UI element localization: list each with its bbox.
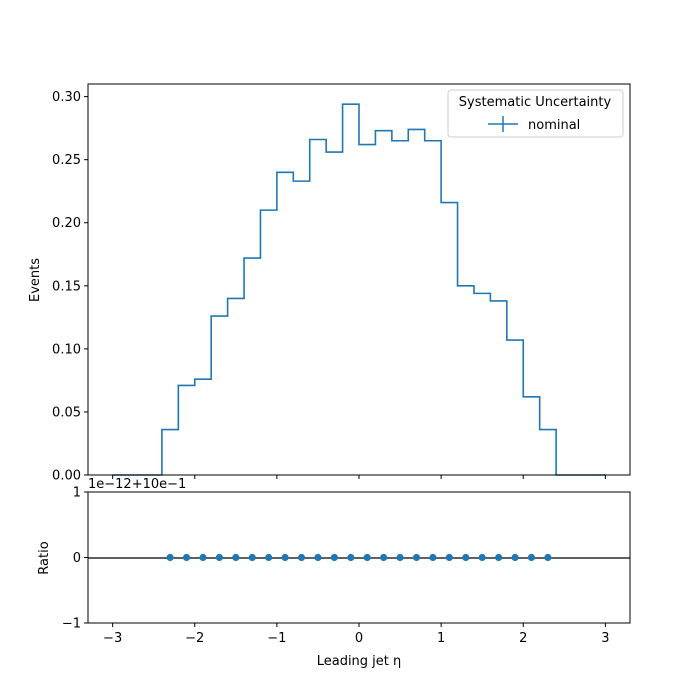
ratio-point	[182, 553, 191, 562]
ratio-point	[347, 553, 355, 562]
ratio-point	[445, 553, 453, 562]
ratio-point	[265, 553, 273, 562]
main-y-tick-label: 0.20	[52, 216, 81, 231]
ratio-y-axis-title: Ratio	[37, 541, 52, 574]
x-tick-label: 2	[519, 631, 527, 646]
ratio-point	[297, 553, 306, 562]
x-tick-label: 1	[437, 631, 445, 646]
ratio-x-axis-ticks: −3 −2 −1 0 1 2 3	[103, 623, 610, 646]
ratio-point	[544, 553, 552, 562]
main-y-tick-label: 0.30	[52, 90, 81, 105]
ratio-point	[511, 553, 519, 562]
ratio-points-layer	[166, 553, 552, 562]
legend-title: Systematic Uncertainty	[459, 95, 612, 110]
ratio-point	[281, 553, 289, 562]
main-y-tick-label: 0.00	[52, 469, 81, 484]
x-tick-label: −2	[185, 631, 204, 646]
x-tick-label: 3	[601, 631, 609, 646]
ratio-point	[314, 553, 322, 562]
ratio-plot-panel: −1 0 1 −3 −2 −1 0 1 2 3 1e−12+10e−1 Ratio Leadin…	[37, 477, 631, 669]
ratio-offset-label: 1e−12+10e−1	[88, 477, 186, 492]
main-y-tick-label: 0.05	[52, 405, 81, 420]
ratio-y-tick-label: 0	[73, 551, 81, 566]
ratio-point	[380, 553, 388, 562]
ratio-y-tick-label: 1	[73, 486, 81, 501]
ratio-point	[429, 553, 437, 562]
histogram-series-layer	[112, 103, 606, 476]
ratio-point	[495, 553, 503, 562]
ratio-point	[412, 553, 421, 562]
main-y-axis-ticks: 0.00 0.05 0.10 0.15 0.20 0.25 0.30	[52, 90, 88, 484]
ratio-point	[330, 553, 338, 562]
legend-entry-nominal: nominal	[528, 118, 580, 133]
main-y-tick-label: 0.25	[52, 153, 81, 168]
ratio-point	[215, 553, 223, 562]
ratio-point	[527, 553, 536, 562]
ratio-point	[478, 553, 486, 562]
ratio-y-tick-label: −1	[62, 617, 81, 632]
x-tick-label: −3	[103, 631, 122, 646]
ratio-point	[199, 553, 207, 562]
ratio-point	[396, 553, 404, 562]
x-axis-title: Leading jet η	[317, 654, 402, 669]
main-x-axis-ticks	[112, 475, 606, 479]
ratio-y-axis-ticks: −1 0 1	[62, 486, 88, 632]
ratio-point	[363, 553, 371, 562]
ratio-point	[462, 553, 470, 562]
legend: Systematic Uncertainty nominal	[447, 89, 624, 138]
legend-marker-nominal	[488, 116, 518, 132]
histogram-series-nominal	[112, 103, 606, 476]
ratio-point	[248, 553, 256, 562]
ratio-point	[232, 553, 240, 562]
legend-box	[447, 89, 624, 138]
x-tick-label: −1	[267, 631, 286, 646]
main-plot-panel: 0.00 0.05 0.10 0.15 0.20 0.25 0.30 Events Syst…	[28, 83, 631, 484]
main-y-tick-label: 0.10	[52, 342, 81, 357]
ratio-point	[166, 553, 174, 562]
main-y-axis-title: Events	[28, 258, 43, 302]
main-y-tick-label: 0.15	[52, 279, 81, 294]
x-tick-label: 0	[355, 631, 363, 646]
